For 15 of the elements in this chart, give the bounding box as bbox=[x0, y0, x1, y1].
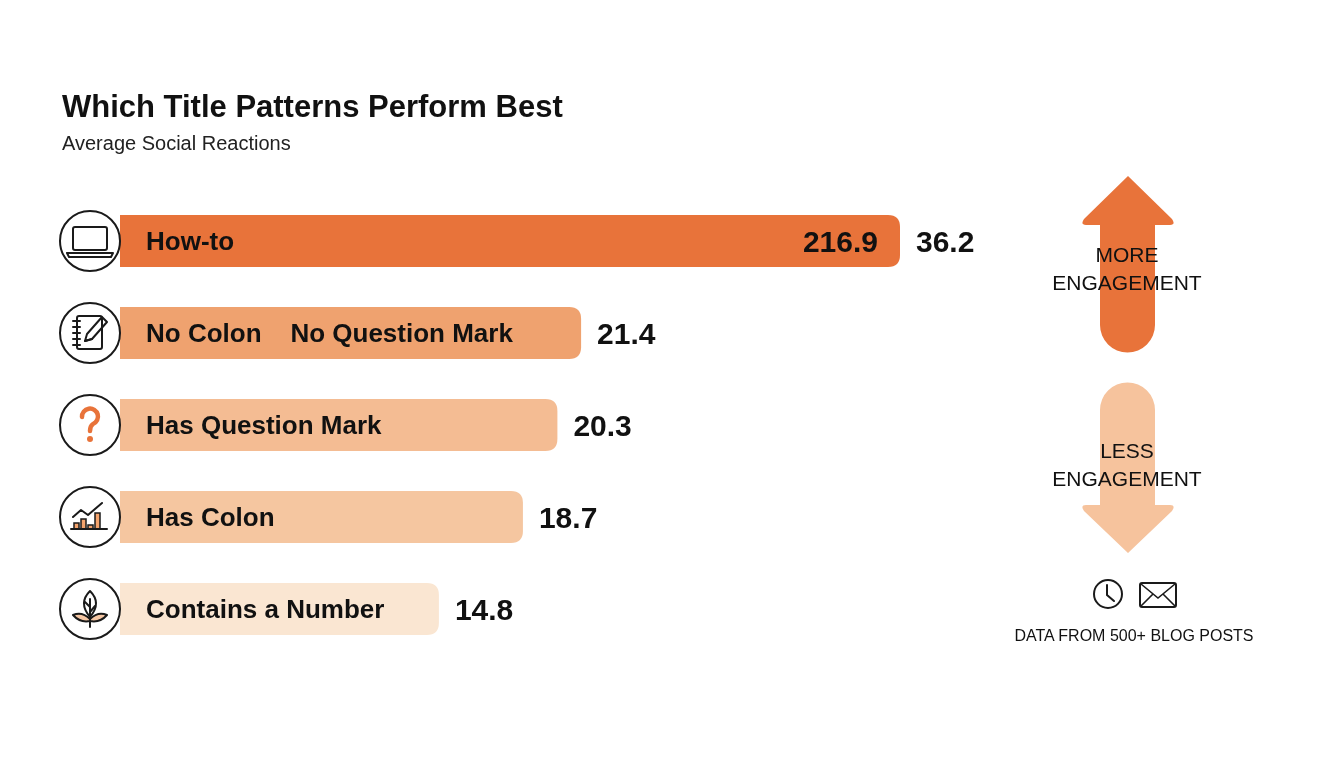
y-tick-label: No Colon No Question Mark bbox=[146, 318, 514, 349]
chart-title: Which Title Patterns Perform Best bbox=[62, 89, 563, 124]
data-label: 18.7 bbox=[538, 500, 598, 534]
data-label: 21.4 bbox=[597, 316, 656, 350]
y-tick-label: Has Colon bbox=[146, 502, 275, 533]
text: LESS ENGAGEMENT bbox=[1052, 439, 1202, 490]
text: DATA FROM 500+ BLOG POSTS bbox=[1014, 627, 1254, 644]
chart-subtitle: Average Social Reactions bbox=[62, 132, 291, 154]
y-tick-label: Contains a Number bbox=[146, 594, 385, 625]
data-label: 20.3 bbox=[573, 408, 632, 442]
y-tick-label: Has Question Mark bbox=[146, 410, 383, 441]
data-label: 14.8 bbox=[454, 592, 514, 626]
data-label: 36.2 bbox=[916, 224, 975, 258]
y-tick-label: How-to bbox=[146, 226, 235, 257]
annotation: 216.9 bbox=[802, 224, 878, 258]
